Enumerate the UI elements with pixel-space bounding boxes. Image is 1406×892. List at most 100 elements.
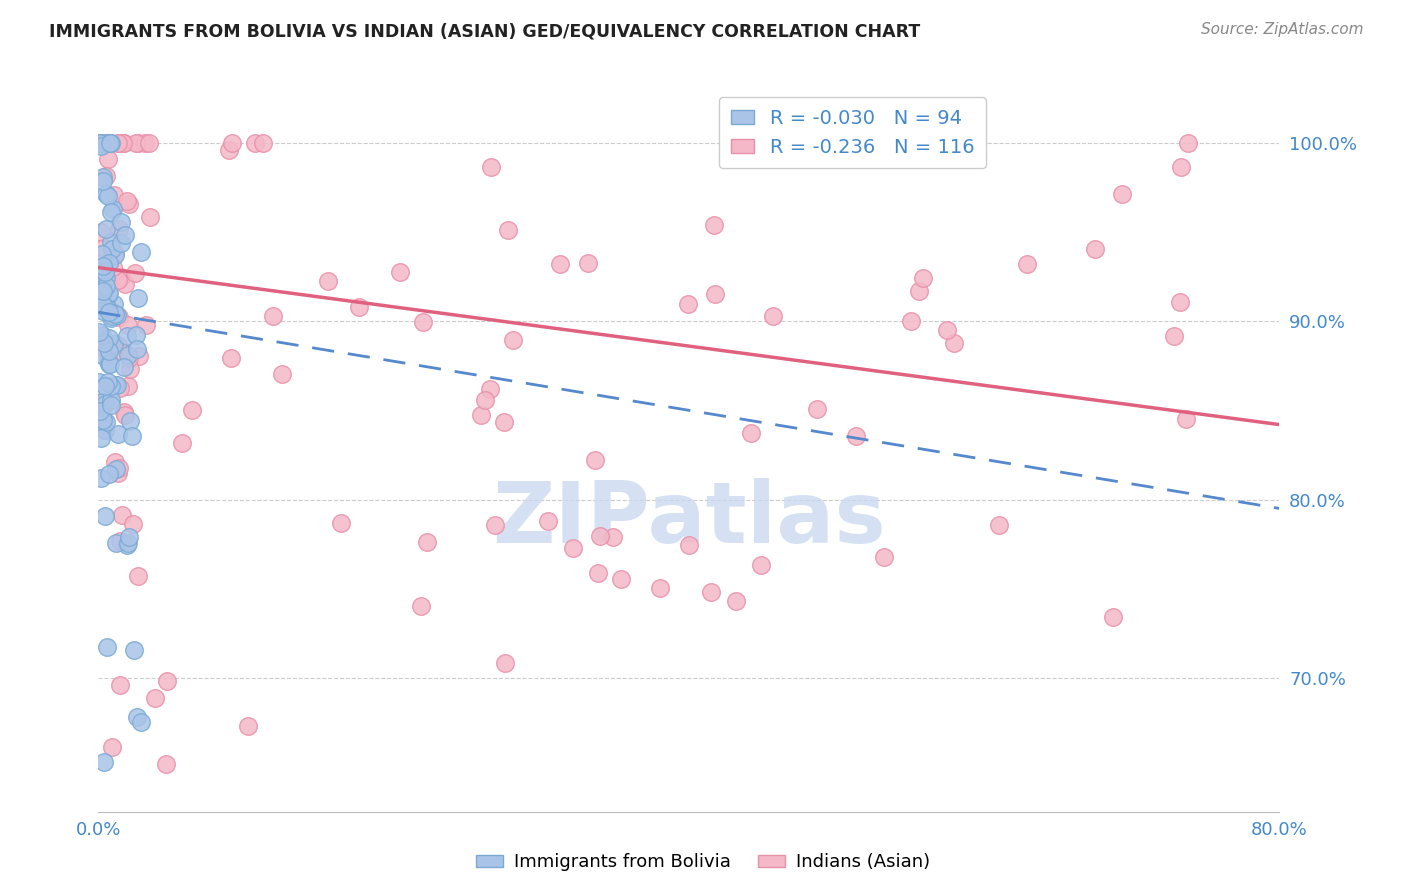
Point — [118, 351, 141, 365]
Point — [900, 314, 922, 328]
Point — [470, 408, 492, 422]
Point — [114, 277, 136, 291]
Point — [548, 257, 571, 271]
Text: Source: ZipAtlas.com: Source: ZipAtlas.com — [1201, 22, 1364, 37]
Point — [943, 335, 966, 350]
Point — [107, 272, 129, 286]
Point — [114, 227, 136, 242]
Point — [87, 325, 110, 339]
Point — [105, 377, 128, 392]
Point — [97, 152, 120, 166]
Point — [104, 455, 127, 469]
Point — [93, 299, 115, 313]
Point — [602, 530, 624, 544]
Point — [91, 303, 114, 318]
Point — [101, 739, 124, 754]
Point — [762, 309, 785, 323]
Point — [578, 256, 600, 270]
Point — [96, 640, 118, 655]
Point — [90, 246, 112, 260]
Point — [1170, 160, 1192, 174]
Point — [936, 322, 959, 336]
Point — [583, 453, 606, 467]
Point — [243, 136, 266, 150]
Point — [845, 429, 868, 443]
Point — [100, 309, 122, 323]
Point — [93, 241, 115, 255]
Point — [104, 245, 127, 260]
Point — [127, 136, 149, 150]
Point — [238, 719, 260, 733]
Point — [100, 311, 122, 326]
Point — [94, 397, 117, 411]
Point — [93, 281, 115, 295]
Point — [100, 392, 122, 407]
Point — [97, 288, 120, 302]
Point — [94, 222, 117, 236]
Point — [97, 357, 120, 371]
Point — [101, 202, 124, 216]
Point — [1015, 257, 1038, 271]
Point — [101, 260, 124, 274]
Point — [91, 301, 114, 315]
Point — [90, 136, 112, 150]
Point — [105, 308, 128, 322]
Point — [94, 509, 117, 524]
Point — [90, 262, 112, 277]
Point — [125, 327, 148, 342]
Point — [87, 375, 110, 389]
Point — [561, 541, 583, 555]
Point — [703, 218, 725, 232]
Point — [90, 268, 112, 283]
Point — [806, 401, 828, 416]
Point — [97, 353, 120, 368]
Point — [103, 188, 125, 202]
Point — [134, 136, 156, 150]
Legend: R = -0.030   N = 94, R = -0.236   N = 116: R = -0.030 N = 94, R = -0.236 N = 116 — [720, 97, 986, 169]
Point — [496, 223, 519, 237]
Point — [125, 136, 148, 150]
Point — [908, 285, 931, 299]
Point — [90, 225, 112, 239]
Point — [100, 205, 122, 219]
Point — [103, 306, 125, 320]
Point — [122, 643, 145, 657]
Point — [155, 756, 177, 771]
Point — [492, 415, 515, 429]
Text: ZIPatlas: ZIPatlas — [492, 477, 886, 561]
Point — [1175, 412, 1198, 426]
Point — [1163, 328, 1185, 343]
Point — [93, 336, 115, 351]
Point — [93, 423, 115, 437]
Point — [484, 517, 506, 532]
Point — [107, 427, 129, 442]
Point — [90, 395, 112, 409]
Point — [100, 379, 122, 393]
Point — [98, 357, 121, 371]
Point — [412, 315, 434, 329]
Point — [104, 378, 127, 392]
Point — [409, 599, 432, 613]
Point — [124, 266, 146, 280]
Point — [135, 318, 157, 332]
Point — [93, 394, 115, 409]
Point — [349, 301, 371, 315]
Point — [112, 345, 135, 359]
Point — [145, 690, 167, 705]
Point — [700, 584, 723, 599]
Point — [1168, 294, 1191, 309]
Point — [648, 582, 671, 596]
Point — [218, 143, 240, 157]
Point — [120, 362, 142, 376]
Point — [117, 536, 139, 550]
Point — [97, 136, 120, 150]
Point — [1111, 186, 1133, 201]
Point — [987, 517, 1010, 532]
Point — [97, 256, 120, 270]
Point — [117, 348, 139, 362]
Point — [103, 337, 125, 351]
Point — [112, 405, 135, 419]
Point — [221, 136, 243, 150]
Point — [128, 349, 150, 363]
Point — [90, 348, 112, 362]
